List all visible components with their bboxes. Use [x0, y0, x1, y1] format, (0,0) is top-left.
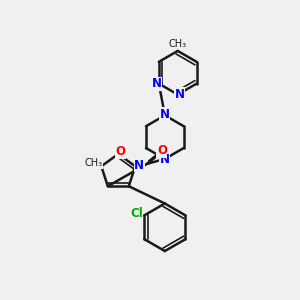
Text: Cl: Cl [130, 207, 143, 220]
Text: N: N [175, 88, 185, 101]
Text: N: N [152, 77, 162, 90]
Text: CH₃: CH₃ [169, 39, 187, 49]
Text: N: N [160, 153, 170, 167]
Text: O: O [115, 146, 125, 158]
Text: N: N [160, 108, 170, 121]
Text: N: N [134, 159, 144, 172]
Text: CH₃: CH₃ [84, 158, 103, 168]
Text: O: O [157, 145, 167, 158]
